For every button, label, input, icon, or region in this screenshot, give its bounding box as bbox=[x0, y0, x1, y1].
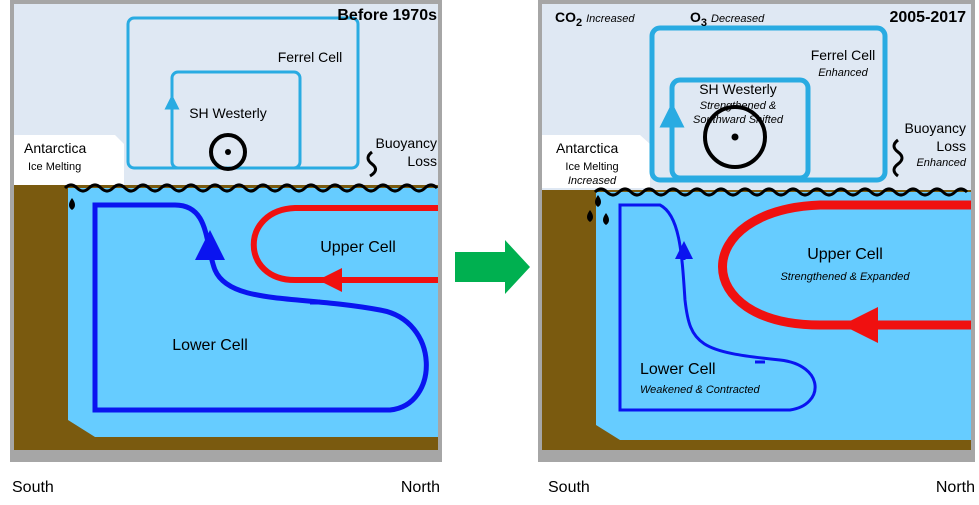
westerly-change: Strengthened & bbox=[700, 100, 776, 112]
upper-cell-change: Strengthened & Expanded bbox=[780, 271, 910, 283]
ice-label: Ice Melting bbox=[565, 161, 618, 173]
upper-cell-label: Upper Cell bbox=[320, 239, 396, 256]
o3-change: Decreased bbox=[711, 13, 765, 25]
meltwater-drops bbox=[587, 195, 609, 225]
meltwater-drop bbox=[69, 198, 75, 210]
right-panel: CO2 Increased O3 Decreased 2005-2017 Ferre… bbox=[538, 0, 975, 496]
north-label: North bbox=[401, 479, 440, 496]
buoyancy-squiggle bbox=[892, 138, 904, 178]
ice-label: Ice Melting bbox=[28, 161, 81, 173]
antarctica-box bbox=[542, 135, 650, 188]
panel-title: 2005-2017 bbox=[889, 9, 966, 26]
buoyancy-squiggle bbox=[366, 150, 377, 178]
panel-title: Before 1970s bbox=[337, 7, 437, 24]
ferrel-label: Ferrel Cell bbox=[278, 49, 343, 65]
buoyancy-label: Loss bbox=[407, 153, 437, 169]
buoyancy-label: Loss bbox=[936, 138, 966, 154]
o3-subscript: 3 bbox=[701, 17, 707, 29]
south-label: South bbox=[12, 479, 54, 496]
upper-cell-loop bbox=[250, 205, 438, 283]
lower-cell-loop bbox=[618, 203, 817, 412]
westerly-dot bbox=[731, 133, 739, 141]
left-panel: Before 1970s Ferrel Cell SH Westerly Ant… bbox=[10, 0, 442, 496]
sea-surface bbox=[63, 183, 439, 193]
buoyancy-change: Enhanced bbox=[916, 157, 966, 169]
co2-change: Increased bbox=[586, 13, 635, 25]
westerly-dot bbox=[225, 149, 231, 155]
antarctica-label: Antarctica bbox=[556, 140, 618, 156]
lower-cell-arrows bbox=[618, 250, 765, 412]
south-label: South bbox=[548, 479, 590, 496]
ferrel-change: Enhanced bbox=[818, 67, 868, 79]
upper-cell-label: Upper Cell bbox=[807, 246, 883, 263]
buoyancy-label: Buoyancy bbox=[376, 135, 437, 151]
westerly-label: SH Westerly bbox=[699, 81, 777, 97]
ocean bbox=[68, 188, 438, 437]
lower-cell-label: Lower Cell bbox=[640, 361, 716, 378]
lower-cell-label: Lower Cell bbox=[172, 337, 248, 354]
upper-cell-arrows bbox=[860, 200, 890, 325]
transition-arrow bbox=[455, 240, 530, 294]
sea-surface bbox=[593, 187, 969, 197]
ferrel-arrows bbox=[126, 16, 360, 145]
co2-subscript: 2 bbox=[576, 17, 582, 29]
o3-formula: O bbox=[690, 9, 701, 25]
lower-cell-change: Weakened & Contracted bbox=[640, 384, 761, 396]
lower-cell-arrows bbox=[92, 245, 320, 413]
westerly-symbol bbox=[703, 105, 767, 169]
antarctica-box bbox=[14, 135, 124, 185]
o3-label: O3 Decreased bbox=[690, 9, 765, 29]
north-label: North bbox=[936, 479, 975, 496]
westerly-change: Southward Shifted bbox=[693, 114, 784, 126]
westerly-label: SH Westerly bbox=[189, 105, 267, 121]
ocean bbox=[596, 192, 971, 440]
antarctica-label: Antarctica bbox=[24, 140, 86, 156]
ferrel-label: Ferrel Cell bbox=[811, 47, 876, 63]
ice-change: Increased bbox=[568, 175, 617, 187]
buoyancy-label: Buoyancy bbox=[905, 120, 966, 136]
co2-formula: CO bbox=[555, 9, 576, 25]
upper-cell-loop bbox=[718, 200, 971, 330]
upper-cell-arrows bbox=[330, 205, 380, 280]
co2-label: CO2 Increased bbox=[555, 9, 635, 29]
ferrel-arrows bbox=[649, 25, 888, 140]
westerly-symbol bbox=[209, 133, 247, 171]
